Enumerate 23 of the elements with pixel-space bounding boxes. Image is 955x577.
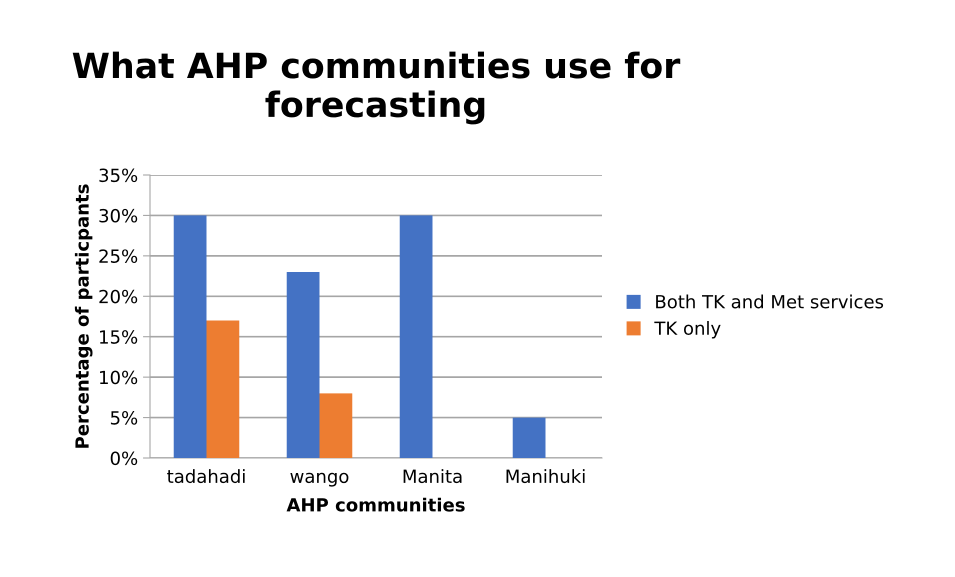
y-tick-label: 30% xyxy=(99,208,138,223)
y-tick-label: 0% xyxy=(110,451,138,466)
y-tick-label: 35% xyxy=(99,168,138,182)
y-tick-label: 25% xyxy=(99,249,138,263)
x-tick-label: Manihuki xyxy=(506,469,585,484)
legend-label: TK only xyxy=(654,321,721,338)
bar xyxy=(400,215,432,458)
x-tick-label: wango xyxy=(290,472,348,487)
y-tick-label: 10% xyxy=(100,370,138,384)
bar xyxy=(206,320,240,458)
y-tick-label: 20% xyxy=(99,290,138,304)
bar xyxy=(320,393,352,458)
x-tick-label: Manita xyxy=(404,469,462,484)
chart-title: What AHP communities use for forecasting xyxy=(72,52,680,124)
y-axis-title: Percentage of particpants xyxy=(74,184,93,448)
y-tick-label: 5% xyxy=(110,411,138,425)
bar xyxy=(512,418,546,458)
bar xyxy=(286,272,320,458)
legend-label: Both TK and Met services xyxy=(656,294,884,308)
bar xyxy=(174,215,206,458)
y-tick-label: 15% xyxy=(100,330,138,344)
x-axis-title: AHP communities xyxy=(286,498,465,512)
x-tick-label: tadahadi xyxy=(167,469,245,484)
